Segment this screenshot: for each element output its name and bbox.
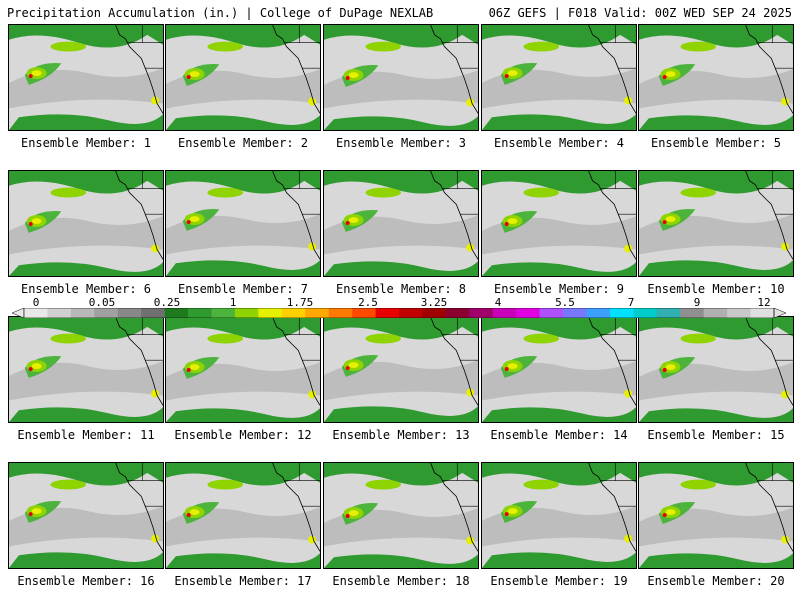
ensemble-member-label: Ensemble Member: 11 — [17, 428, 155, 442]
colorbar-tick-label: 5.5 — [555, 296, 575, 309]
colorbar-segment — [211, 308, 236, 318]
ensemble-map-panel — [323, 170, 479, 277]
colorbar-tick-label: 2.5 — [358, 296, 378, 309]
colorbar-tick-label: 7 — [627, 296, 635, 309]
colorbar-segment — [375, 308, 400, 318]
ensemble-member-label: Ensemble Member: 4 — [493, 136, 625, 150]
ensemble-member-label: Ensemble Member: 2 — [177, 136, 309, 150]
colorbar-segment — [680, 308, 704, 318]
colorbar-segment — [164, 308, 189, 318]
colorbar-tick-label: 12 — [757, 296, 771, 309]
colorbar-segment — [750, 308, 775, 318]
colorbar-segment — [141, 308, 165, 318]
ensemble-member-label: Ensemble Member: 15 — [647, 428, 785, 442]
ensemble-map-panel — [323, 24, 479, 131]
colorbar-segment — [117, 308, 142, 318]
ensemble-map-panel — [8, 316, 164, 423]
ensemble-map-panel — [481, 24, 637, 131]
colorbar-segment — [656, 308, 681, 318]
colorbar-min-arrow — [12, 308, 25, 318]
ensemble-map-panel — [481, 170, 637, 277]
colorbar-segment — [539, 308, 564, 318]
ensemble-member-label: Ensemble Member: 8 — [335, 282, 467, 296]
colorbar-segment — [352, 308, 376, 318]
ensemble-map-panel — [638, 170, 794, 277]
ensemble-map-panel — [323, 462, 479, 569]
colorbar-segment — [727, 308, 751, 318]
colorbar-segment — [24, 308, 48, 318]
ensemble-map-panel — [638, 24, 794, 131]
ensemble-member-label: Ensemble Member: 5 — [650, 136, 782, 150]
colorbar-tick-label: 4 — [494, 296, 502, 309]
colorbar-segment — [586, 308, 611, 318]
colorbar-segment — [258, 308, 283, 318]
ensemble-member-label: Ensemble Member: 3 — [335, 136, 467, 150]
colorbar-tick-label: 3.25 — [420, 296, 448, 309]
colorbar-segment — [281, 308, 306, 318]
colorbar-segment — [469, 308, 494, 318]
ensemble-map-panel — [8, 462, 164, 569]
ensemble-member-label: Ensemble Member: 10 — [647, 282, 785, 296]
ensemble-member-label: Ensemble Member: 19 — [490, 574, 628, 588]
ensemble-member-label: Ensemble Member: 6 — [20, 282, 152, 296]
colorbar-segment — [563, 308, 587, 318]
ensemble-member-label: Ensemble Member: 20 — [647, 574, 785, 588]
ensemble-map-panel — [481, 462, 637, 569]
colorbar-segment — [633, 308, 658, 318]
colorbar-tick-label: 9 — [693, 296, 701, 309]
ensemble-map-panel — [165, 462, 321, 569]
ensemble-map-panel — [165, 24, 321, 131]
precip-colorbar — [12, 308, 786, 318]
ensemble-member-label: Ensemble Member: 9 — [493, 282, 625, 296]
colorbar-segment — [188, 308, 212, 318]
colorbar-segment — [399, 308, 423, 318]
header-valid-time: 06Z GEFS | F018 Valid: 00Z WED SEP 24 20… — [488, 6, 792, 20]
header-title: Precipitation Accumulation (in.) | Colle… — [7, 6, 434, 20]
colorbar-segment — [70, 308, 95, 318]
ensemble-map-panel — [481, 316, 637, 423]
colorbar-segment — [445, 308, 470, 318]
ensemble-map-panel — [8, 24, 164, 131]
ensemble-member-label: Ensemble Member: 7 — [177, 282, 309, 296]
ensemble-map-panel — [638, 316, 794, 423]
colorbar-segment — [516, 308, 540, 318]
ensemble-member-label: Ensemble Member: 14 — [490, 428, 628, 442]
colorbar-segment — [328, 308, 353, 318]
ensemble-member-label: Ensemble Member: 16 — [17, 574, 155, 588]
ensemble-member-label: Ensemble Member: 1 — [20, 136, 152, 150]
colorbar-segment — [94, 308, 119, 318]
ensemble-member-label: Ensemble Member: 12 — [174, 428, 312, 442]
colorbar-max-arrow — [773, 308, 786, 318]
colorbar-tick-label: 0.05 — [88, 296, 116, 309]
colorbar-segment — [234, 308, 259, 318]
ensemble-member-label: Ensemble Member: 18 — [332, 574, 470, 588]
ensemble-member-label: Ensemble Member: 13 — [332, 428, 470, 442]
colorbar-segment — [305, 308, 329, 318]
ensemble-map-panel — [323, 316, 479, 423]
colorbar-segment — [609, 308, 634, 318]
colorbar-segment — [703, 308, 728, 318]
colorbar-tick-label: 0 — [32, 296, 40, 309]
ensemble-map-panel — [165, 316, 321, 423]
ensemble-member-label: Ensemble Member: 17 — [174, 574, 312, 588]
ensemble-map-panel — [8, 170, 164, 277]
colorbar-tick-label: 1.75 — [286, 296, 314, 309]
ensemble-map-panel — [165, 170, 321, 277]
colorbar-segment — [47, 308, 72, 318]
colorbar-segment — [492, 308, 517, 318]
colorbar-tick-label: 1 — [229, 296, 237, 309]
ensemble-map-panel — [638, 462, 794, 569]
colorbar-segment — [422, 308, 447, 318]
colorbar-tick-label: 0.25 — [153, 296, 181, 309]
